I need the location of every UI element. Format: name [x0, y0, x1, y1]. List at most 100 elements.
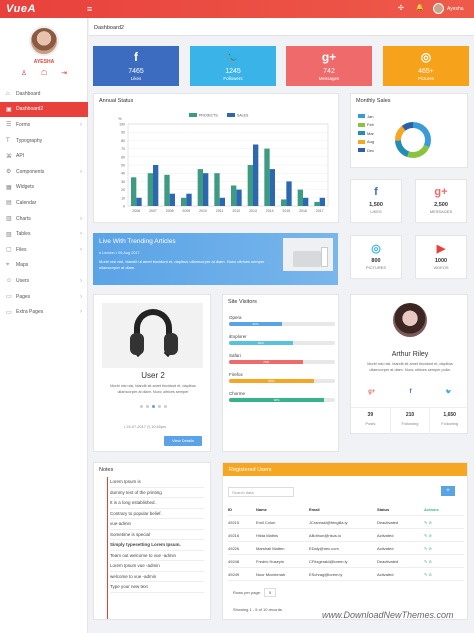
instagram-stat-tile[interactable]: ◎ 800 PICTURES [350, 235, 402, 279]
note-item[interactable]: Contrary to popular belief. [110, 509, 204, 519]
row-actions[interactable]: ✎ ⊘ [424, 532, 432, 538]
sidebar-item-components[interactable]: ⚙ Components › [0, 164, 88, 180]
twitter-icon: 🐦 [225, 50, 241, 64]
column-header[interactable]: Actions [424, 506, 439, 512]
facebook-tile[interactable]: f 7465 Likes [93, 46, 179, 86]
fullscreen-icon[interactable]: ✣ [398, 5, 404, 12]
trending-laptop-image [283, 238, 333, 271]
top-user-name[interactable]: Ayesha [447, 6, 464, 12]
bar-sales-2006 [136, 197, 142, 206]
hamburger-menu-icon[interactable]: ≡ [87, 4, 93, 14]
note-item[interactable]: vue-admin [110, 519, 204, 530]
column-header[interactable]: Email [309, 506, 320, 512]
legend-item-aug: Aug [358, 138, 374, 147]
bar-projects-2011 [214, 173, 220, 206]
sidebar-item-icon: ▭ [6, 309, 12, 316]
note-item[interactable]: Type your new text [110, 582, 204, 593]
note-item[interactable]: Simply typesetting Lorem Ipsum. [110, 540, 204, 551]
sidebar-item-typography[interactable]: T Typography [0, 133, 88, 149]
trending-articles-banner[interactable]: Live With Trending Articles ♦ London ▪ 0… [93, 233, 338, 285]
sidebar-item-tables[interactable]: ▧ Tables › [0, 226, 88, 242]
user-avatar[interactable] [433, 3, 444, 14]
sidebar-item-icon: ▢ [6, 247, 12, 254]
app-logo[interactable]: VueA [6, 3, 36, 15]
sidebar-item-api[interactable]: ⌘ API [0, 148, 88, 164]
stat-value: 1,500 [369, 202, 383, 208]
search-data-input[interactable]: Search data [228, 487, 294, 497]
sidebar-item-charts[interactable]: ▥ Charts › [0, 211, 88, 227]
sidebar-item-extra-pages[interactable]: ▭ Extra Pages › [0, 304, 88, 320]
note-item[interactable]: dummy text of the printing [110, 488, 204, 498]
sidebar-item-forms[interactable]: ☰ Forms › [0, 117, 88, 133]
y-tick-label: 20 [121, 188, 125, 192]
table-cell: Hilda Mathis [256, 532, 279, 538]
facebook-icon[interactable]: f [409, 389, 412, 395]
tile-value: 742 [323, 68, 335, 75]
bar-sales-2016 [303, 197, 309, 206]
add-user-button[interactable]: + [441, 486, 455, 496]
chevron-right-icon: › [80, 277, 82, 284]
note-item[interactable]: Lorem Ipsum is [110, 477, 204, 488]
sidebar-item-calendar[interactable]: ▤ Calendar [0, 195, 88, 211]
table-cell: 49226 [228, 545, 240, 551]
arthur-avatar [393, 303, 427, 337]
logout-icon[interactable]: ⇥ [61, 70, 68, 77]
note-item[interactable]: Team out welcome to vue -admin [110, 551, 204, 561]
bar-sales-2017 [319, 197, 325, 206]
x-tick-label: 2017 [316, 209, 324, 213]
note-item[interactable]: welcome to vue -admin [110, 572, 204, 582]
note-item[interactable]: It is a long established. [110, 498, 204, 509]
instagram-tile[interactable]: ◎ 465+ Pictures [383, 46, 469, 86]
sidebar-item-dashboard[interactable]: ⌂ Dashboard [0, 86, 88, 102]
column-header[interactable]: Name [256, 506, 267, 512]
legend-swatch-sales [227, 113, 235, 117]
monthly-sales-legend: Jan Feb Mar Aug Dec [358, 112, 374, 155]
table-cell: Deactivated [377, 519, 399, 525]
note-item[interactable]: Sometime is special [110, 530, 204, 540]
visitor-row-chorme: Chorme 90% [229, 391, 335, 402]
legend-item-dec: Dec [358, 146, 374, 155]
row-actions[interactable]: ✎ ⊘ [424, 558, 432, 564]
view-details-button[interactable]: View Details [164, 436, 202, 446]
legend-label-projects: PROJECTS [199, 114, 218, 118]
row-actions[interactable]: ✎ ⊘ [424, 571, 432, 577]
google-plus-icon[interactable]: g+ [368, 389, 376, 395]
trending-text: Morbi nisi nisi, blandit ut amet tincidu… [99, 259, 265, 270]
profile-icon[interactable]: ♙ [20, 70, 28, 77]
rows-per-page-select[interactable]: 5 [264, 588, 277, 597]
sidebar-item-widgets[interactable]: ▦ Widgets [0, 180, 88, 196]
y-tick-label: 60 [121, 155, 125, 159]
sidebar-item-icon: ▥ [6, 216, 12, 223]
google-plus-tile[interactable]: g+ 742 Messages [286, 46, 372, 86]
sidebar-nav: ⌂ Dashboard ▣ Dashboard2 ☰ Forms › T Typography ⌘… [0, 86, 88, 320]
settings-icon[interactable]: ☖ [41, 70, 48, 77]
sidebar-item-pages[interactable]: ▭ Pages › [0, 289, 88, 305]
sidebar-avatar [29, 26, 59, 56]
carousel-dots[interactable] [94, 405, 212, 408]
tile-label: Likes [130, 76, 142, 81]
facebook-stat-tile[interactable]: f 1,500 LIKES [350, 179, 402, 223]
sidebar-item-files[interactable]: ▢ Files › [0, 242, 88, 258]
sidebar-item-users[interactable]: ☺ Users › [0, 273, 88, 289]
row-actions[interactable]: ✎ ⊘ [424, 519, 432, 525]
row-actions[interactable]: ✎ ⊘ [424, 545, 432, 551]
sidebar-item-label: Tables [16, 231, 31, 238]
twitter-tile[interactable]: 🐦 1245 Followers [190, 46, 276, 86]
y-tick-label: 80 [121, 139, 125, 143]
youtube-stat-tile[interactable]: ▶ 1000 VIDEOS [415, 235, 467, 279]
sidebar-item-maps[interactable]: ⌖ Maps [0, 258, 88, 274]
twitter-icon[interactable]: 🐦 [445, 389, 452, 395]
column-header[interactable]: ID [228, 506, 232, 512]
chevron-right-icon: › [80, 293, 82, 300]
legend-item-mar: Mar [358, 129, 374, 138]
visitor-progress-bar: 60% [229, 341, 335, 345]
sidebar-item-dashboard2[interactable]: ▣ Dashboard2 [0, 101, 88, 118]
breadcrumb: Dashboard2 [89, 18, 474, 36]
note-item[interactable]: Lorem Ipsum vue -admin [110, 561, 204, 572]
google-plus-stat-tile[interactable]: g+ 2,500 MESSAGES [415, 179, 467, 223]
notes-title: Notes [99, 467, 114, 473]
column-header[interactable]: Status [377, 506, 390, 512]
legend-label-sales: SALES [237, 114, 249, 118]
notification-bell-icon[interactable]: 🔔 [416, 5, 424, 11]
annual-status-card: Annual Status 0 10 20 30 40 50 60 70 80 90 100% 200… [93, 93, 339, 223]
